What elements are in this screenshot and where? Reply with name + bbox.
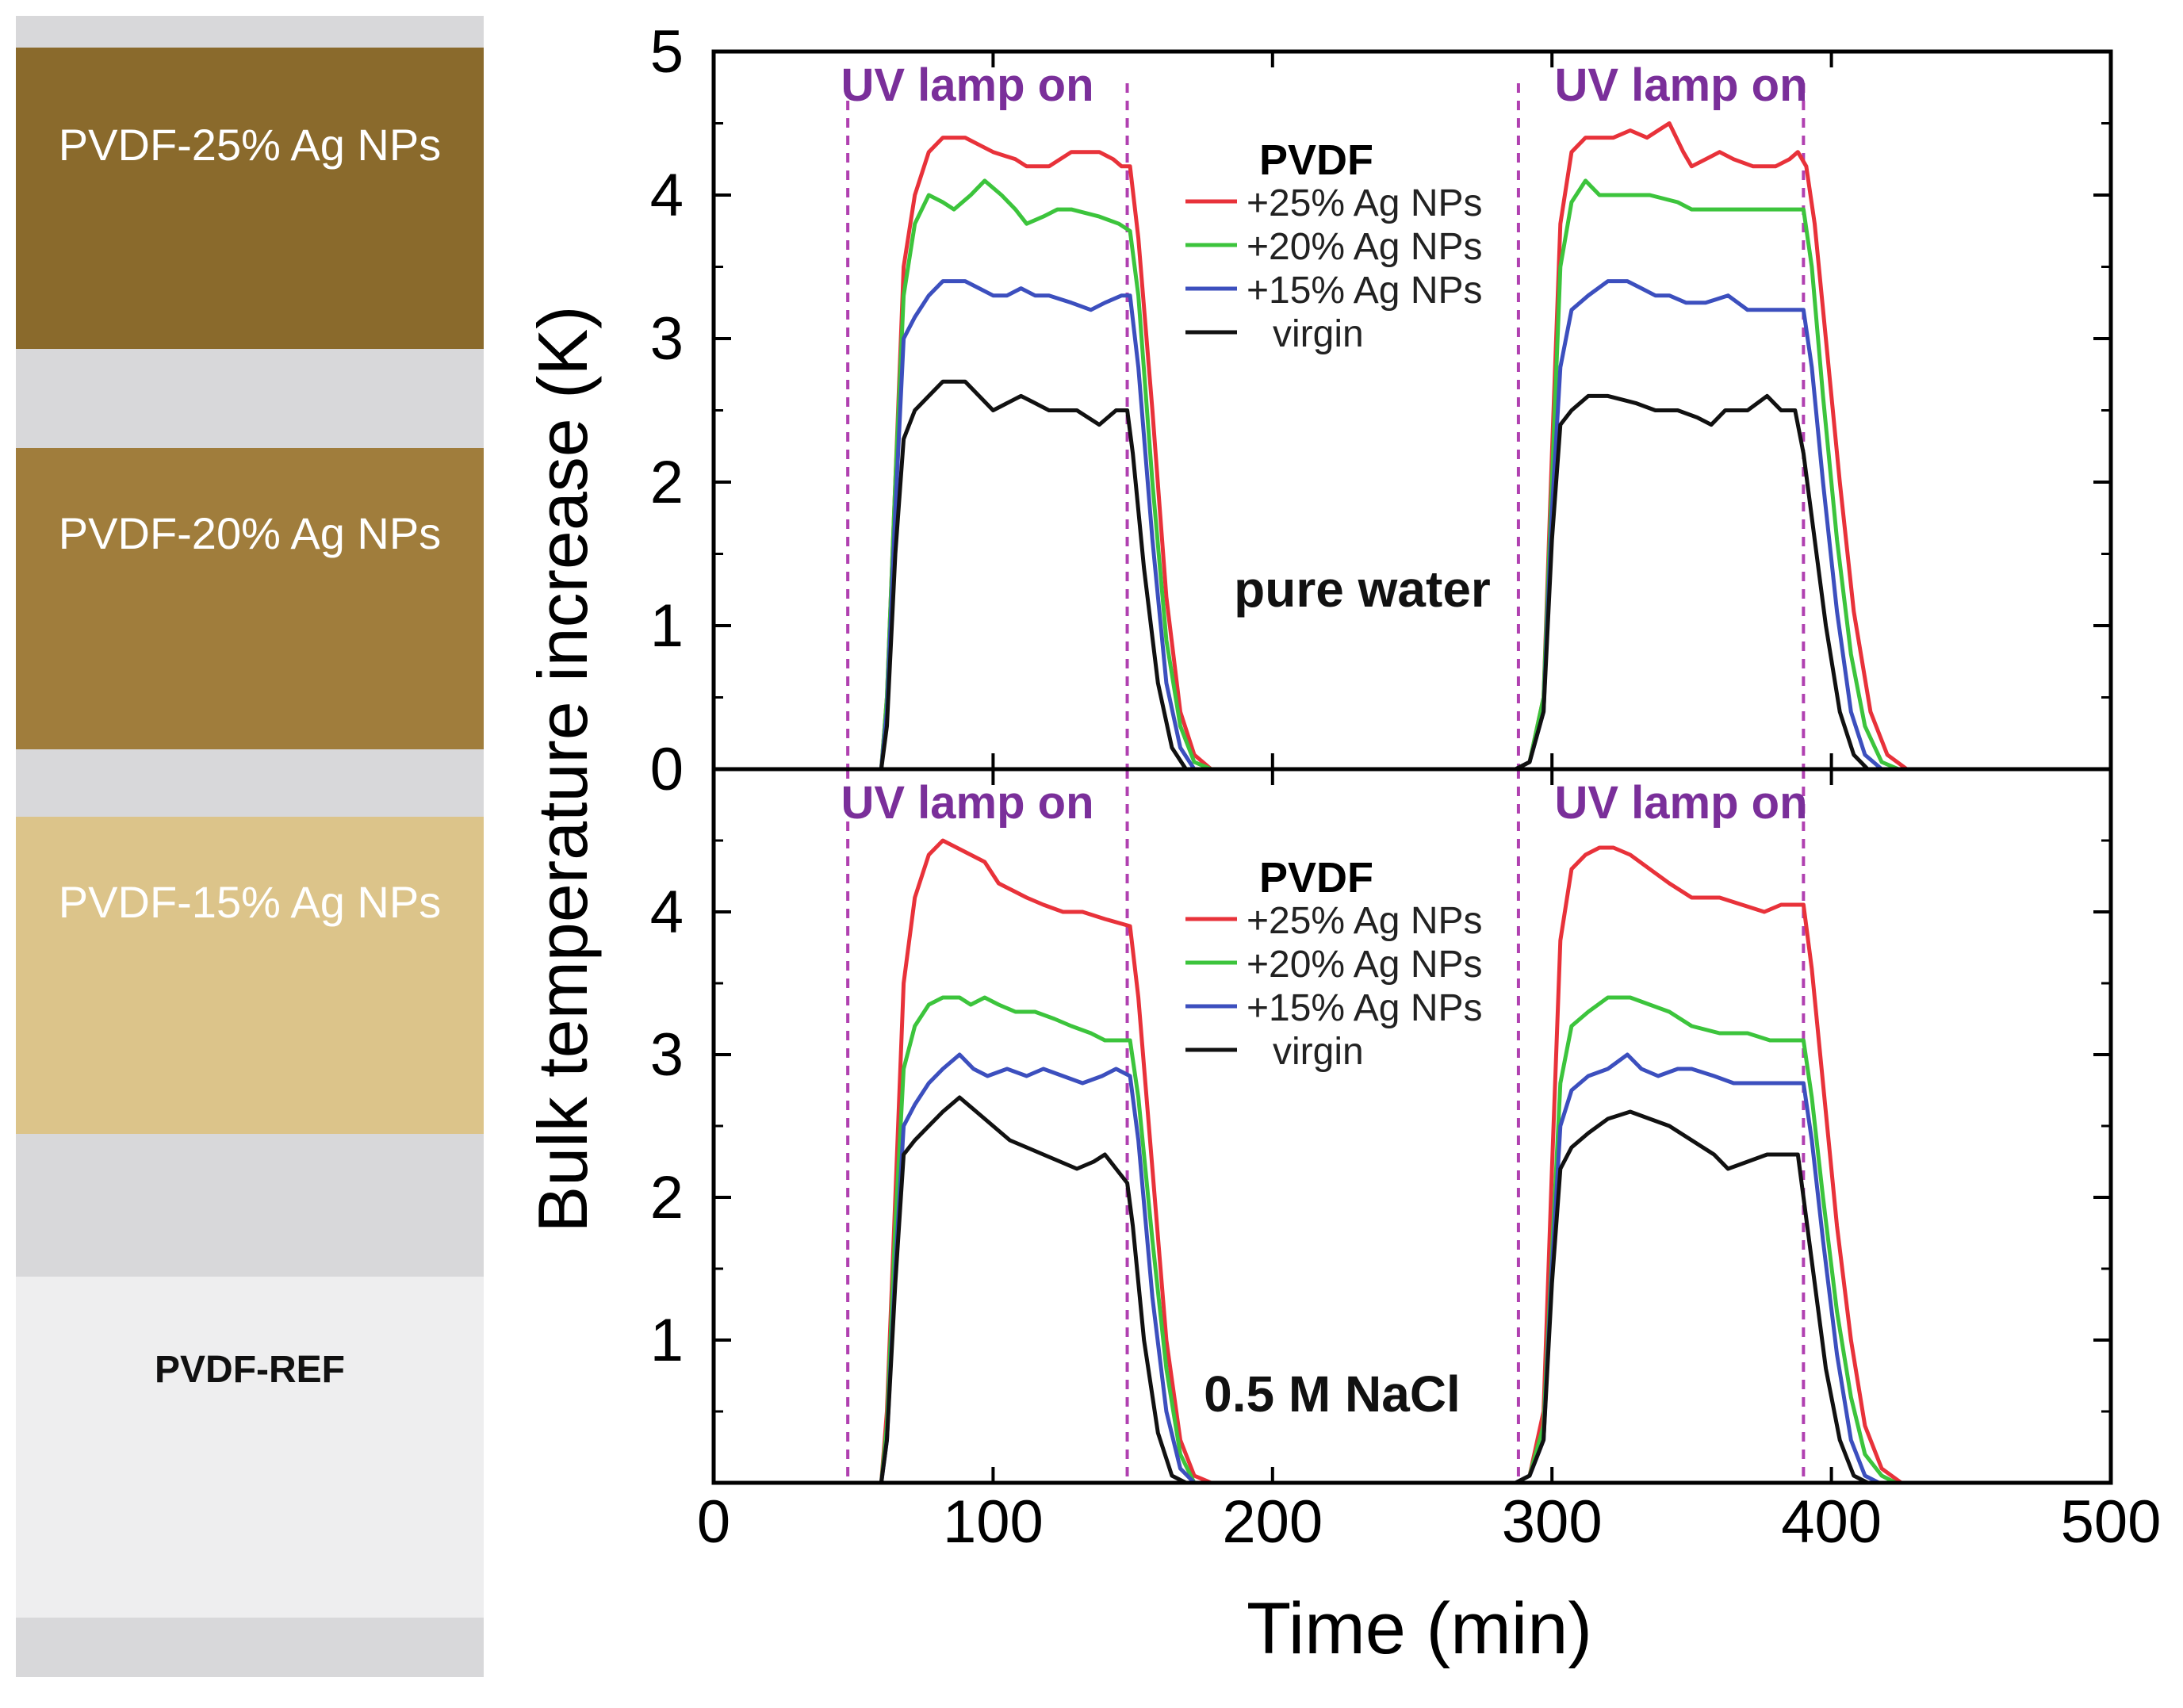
- uv-label: UV lamp on: [841, 777, 1093, 829]
- x-tick-label: 400: [1781, 1488, 1882, 1556]
- legend-entry: +25% Ag NPs: [1247, 182, 1483, 224]
- series-line: [714, 1095, 2111, 1485]
- y-tick-label: 3: [650, 305, 684, 373]
- panel-annotation: 0.5 M NaCl: [1204, 1365, 1461, 1423]
- panel-annotation: pure water: [1234, 561, 1491, 618]
- legend-title: PVDF: [1259, 854, 1373, 902]
- y-tick-label: 1: [650, 592, 684, 660]
- x-axis-label: Time (min): [1247, 1588, 1592, 1669]
- legend-entry: +15% Ag NPs: [1247, 270, 1483, 312]
- plot-frame: [711, 49, 2113, 772]
- y-tick-label: 0: [650, 736, 684, 803]
- y-tick-label: 4: [650, 162, 684, 229]
- legend-entry: +20% Ag NPs: [1247, 226, 1483, 268]
- series-line: [714, 178, 2111, 772]
- sample-label: PVDF-REF: [155, 1349, 345, 1391]
- legend-entry: virgin: [1273, 1031, 1364, 1073]
- y-tick-label: 4: [650, 879, 684, 946]
- legend-entry: +15% Ag NPs: [1247, 987, 1483, 1029]
- sample-label: PVDF-15% Ag NPs: [58, 877, 442, 927]
- y-tick-label: 2: [650, 1164, 684, 1231]
- plot-frame: [711, 767, 2113, 1485]
- sample-photo: PVDF-25% Ag NPs PVDF-20% Ag NPs PVDF-15% A…: [16, 16, 484, 1677]
- sample-label: PVDF-20% Ag NPs: [58, 508, 442, 558]
- legend-entry: virgin: [1273, 313, 1364, 355]
- sample-strip: [16, 817, 484, 1134]
- y-tick-label: 5: [650, 18, 684, 86]
- x-tick-label: 100: [943, 1488, 1044, 1556]
- uv-label: UV lamp on: [841, 59, 1093, 111]
- series-line: [714, 279, 2111, 772]
- x-tick-label: 200: [1222, 1488, 1323, 1556]
- y-tick-label: 1: [650, 1307, 684, 1374]
- uv-label: UV lamp on: [1554, 59, 1807, 111]
- legend-entry: +25% Ag NPs: [1247, 900, 1483, 942]
- x-tick-label: 500: [2061, 1488, 2162, 1556]
- x-tick-label: 0: [697, 1488, 730, 1556]
- y-tick-label: 3: [650, 1021, 684, 1089]
- sample-strip: [16, 48, 484, 349]
- sample-strip: [16, 1277, 484, 1618]
- y-tick-label: 2: [650, 449, 684, 516]
- y-axis-label: Bulk temperature increase (K): [523, 306, 602, 1233]
- uv-label: UV lamp on: [1554, 777, 1807, 829]
- x-tick-label: 300: [1502, 1488, 1603, 1556]
- sample-label: PVDF-25% Ag NPs: [58, 120, 442, 170]
- legend-entry: +20% Ag NPs: [1247, 944, 1483, 986]
- sample-strip: [16, 448, 484, 749]
- legend-title: PVDF: [1259, 136, 1373, 184]
